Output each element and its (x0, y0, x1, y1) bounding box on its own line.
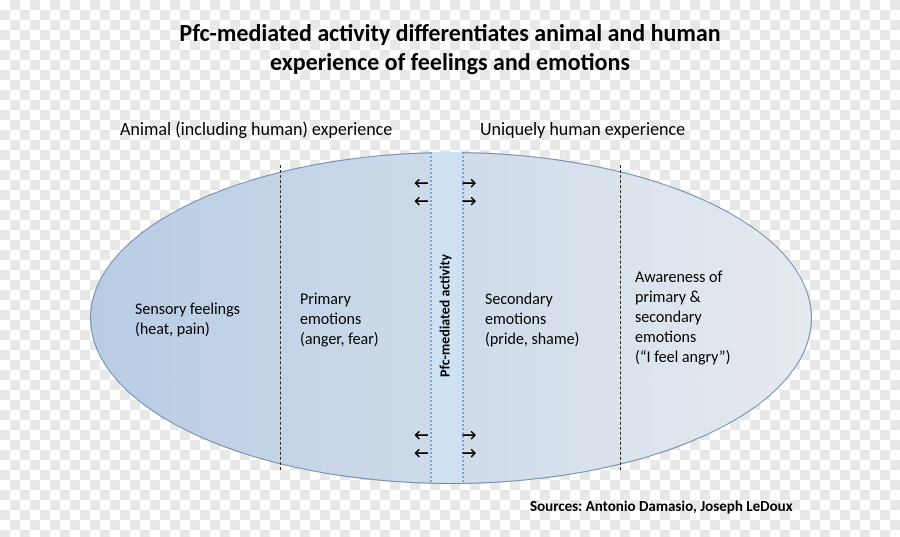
arrow-icon: ← (414, 176, 428, 192)
segment-sensory: Sensory feelings(heat, pain) (135, 300, 285, 340)
divider-2 (620, 165, 621, 470)
subheader-left: Animal (including human) experience (120, 118, 392, 140)
sources-credit: Sources: Antonio Damasio, Joseph LeDoux (530, 498, 793, 516)
segment-secondary-line1: Secondary (485, 290, 615, 310)
arrow-icon: → (462, 428, 476, 444)
arrow-icon: ← (414, 428, 428, 444)
segment-sensory-line2: (heat, pain) (135, 320, 285, 340)
center-band-label: Pfc-mediated activity (437, 236, 454, 396)
title-line-1: Pfc-mediated activity differentiates ani… (179, 19, 720, 48)
segment-awareness-line1: Awareness of (635, 268, 785, 288)
title-line-2: experience of feelings and emotions (270, 48, 630, 77)
page-title: Pfc-mediated activity differentiates ani… (0, 20, 900, 78)
segment-primary-line2: emotions (300, 310, 420, 330)
subheader-right: Uniquely human experience (480, 118, 685, 140)
segment-secondary-line2: emotions (485, 310, 615, 330)
segment-awareness-line2: primary & (635, 288, 785, 308)
arrow-icon: → (462, 446, 476, 462)
segment-secondary: Secondaryemotions(pride, shame) (485, 290, 615, 350)
segment-sensory-line1: Sensory feelings (135, 300, 285, 320)
arrow-icon: ← (414, 446, 428, 462)
segment-secondary-line3: (pride, shame) (485, 330, 615, 350)
diagram-canvas: Pfc-mediated activity differentiates ani… (0, 0, 900, 537)
segment-primary-line1: Primary (300, 290, 420, 310)
arrow-icon: → (462, 176, 476, 192)
arrow-icon: → (462, 194, 476, 210)
segment-primary: Primaryemotions(anger, fear) (300, 290, 420, 350)
segment-awareness-line5: (“I feel angry”) (635, 348, 785, 368)
segment-primary-line3: (anger, fear) (300, 330, 420, 350)
segment-awareness: Awareness ofprimary &secondaryemotions(“… (635, 268, 785, 368)
arrow-icon: ← (414, 194, 428, 210)
segment-awareness-line3: secondary (635, 308, 785, 328)
segment-awareness-line4: emotions (635, 328, 785, 348)
